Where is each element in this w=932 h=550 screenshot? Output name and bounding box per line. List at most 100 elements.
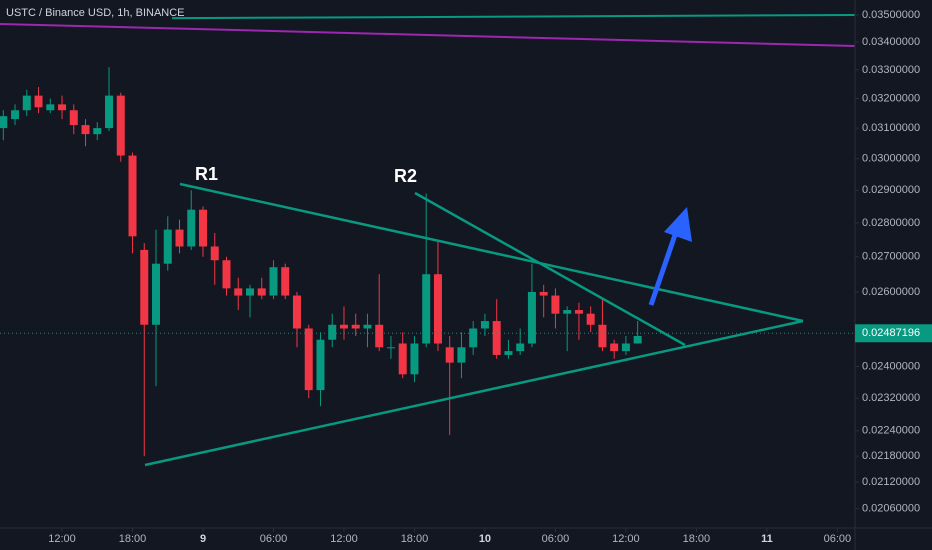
candle-body [504, 351, 513, 355]
candle-body [234, 288, 243, 296]
candle-body [469, 328, 478, 348]
support-line [144, 319, 804, 467]
trend-line [0, 23, 856, 47]
candle-body [363, 324, 372, 329]
candle-body [610, 343, 619, 352]
y-tick-label: 0.03000000 [862, 153, 920, 165]
header-bg [0, 4, 172, 22]
y-tick-label: 0.03200000 [862, 92, 920, 104]
candle-body [269, 267, 278, 296]
candle-body [316, 339, 325, 391]
candle-body [551, 295, 560, 314]
y-tick-label: 0.03500000 [862, 9, 920, 21]
resistance-line [414, 191, 686, 347]
candle-body [187, 209, 196, 247]
x-tick-label: 18:00 [119, 533, 147, 545]
candle-body [93, 128, 102, 135]
candle-body [105, 95, 114, 129]
x-tick-label: 06:00 [824, 533, 852, 545]
candle-body [410, 343, 419, 375]
last-price-label: 0.02487196 [862, 327, 920, 339]
y-tick-label: 0.03400000 [862, 36, 920, 48]
x-tick-label: 9 [200, 533, 206, 545]
candle-body [375, 324, 384, 348]
y-tick-label: 0.02180000 [862, 450, 920, 462]
candle-body [222, 260, 231, 289]
candle-body [492, 321, 501, 355]
candle-body [281, 267, 290, 296]
x-tick-label: 12:00 [48, 533, 76, 545]
candle-body [304, 328, 313, 391]
candle-body [116, 95, 125, 156]
candle-body [339, 324, 348, 329]
candle-body [574, 310, 583, 314]
candle-body [563, 310, 572, 314]
y-tick-label: 0.02060000 [862, 503, 920, 515]
candle-body [81, 125, 90, 135]
x-tick-label: 18:00 [401, 533, 429, 545]
candle-body [445, 347, 454, 363]
y-tick-label: 0.02700000 [862, 251, 920, 263]
candle-body [175, 229, 184, 247]
candle-body [245, 288, 254, 296]
y-tick-label: 0.02900000 [862, 184, 920, 196]
candle-body [163, 229, 172, 264]
y-tick-label: 0.03100000 [862, 122, 920, 134]
candle-body [539, 291, 548, 296]
y-tick-label: 0.02400000 [862, 360, 920, 372]
candle-body [457, 347, 466, 363]
candle-body [0, 116, 8, 129]
x-tick-label: 06:00 [542, 533, 570, 545]
candle-body [210, 246, 219, 261]
candle-body [11, 110, 20, 120]
candle-body [621, 343, 630, 352]
candle-body [69, 110, 78, 126]
candle-body [22, 95, 31, 111]
x-tick-label: 06:00 [260, 533, 288, 545]
candle-body [386, 347, 395, 349]
y-tick-label: 0.02600000 [862, 286, 920, 298]
candle-body [586, 313, 595, 325]
candle-body [422, 274, 431, 344]
resistance-line [179, 182, 804, 323]
candle-body [140, 249, 149, 325]
x-tick-label: 12:00 [330, 533, 358, 545]
candle-body [598, 324, 607, 348]
candle-body [34, 95, 43, 108]
candle-body [292, 295, 301, 329]
y-tick-label: 0.03300000 [862, 64, 920, 76]
y-tick-label: 0.02320000 [862, 392, 920, 404]
annotation: R1 [195, 164, 218, 184]
candle-body [257, 288, 266, 296]
candle-body [128, 155, 137, 237]
x-tick-label: 11 [761, 533, 773, 545]
candle-body [199, 209, 208, 247]
arrow-shaft [648, 231, 679, 306]
candle-body [58, 104, 67, 111]
plot [0, 67, 855, 457]
candle-body [433, 274, 442, 344]
y-tick-label: 0.02240000 [862, 425, 920, 437]
arrow-head [664, 207, 692, 242]
candle-body [480, 321, 489, 329]
candle-body [633, 335, 642, 344]
candle-body [46, 104, 55, 111]
candle-body [152, 263, 161, 325]
candle-body [328, 324, 337, 340]
arrow [648, 207, 692, 306]
annotation: R2 [394, 166, 417, 186]
x-tick-label: 12:00 [612, 533, 640, 545]
candle-body [516, 343, 525, 352]
y-tick-label: 0.02120000 [862, 476, 920, 488]
candle-body [527, 291, 536, 344]
y-tick-label: 0.02800000 [862, 217, 920, 229]
candle-body [398, 343, 407, 375]
x-tick-label: 10 [479, 533, 491, 545]
x-tick-label: 18:00 [683, 533, 711, 545]
last-price-box [855, 324, 932, 343]
candle-body [351, 324, 360, 329]
chart-title: USTC / Binance USD, 1h, BINANCE [6, 7, 185, 19]
